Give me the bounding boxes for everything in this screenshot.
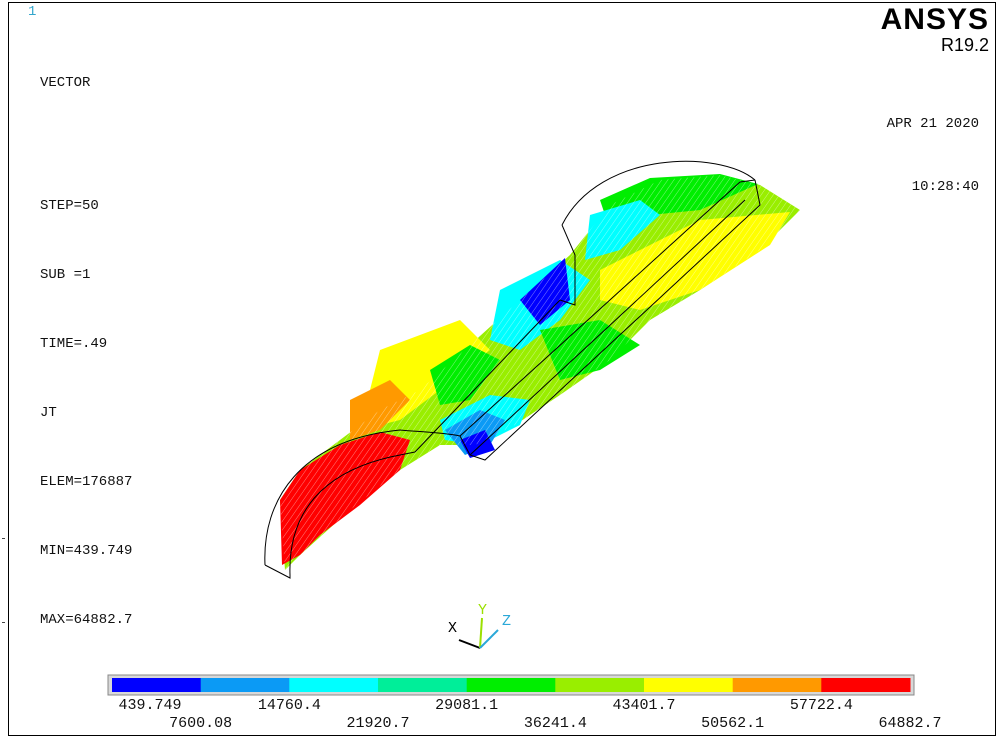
lower-step — [399, 451, 416, 456]
triad-y-label: Y — [478, 602, 487, 619]
date-time-stamp: APR 21 2020 10:28:40 — [887, 72, 979, 219]
inner-long-edge — [469, 199, 746, 456]
legend-swatch — [555, 678, 645, 692]
legend-swatch — [732, 678, 822, 692]
time-of-day-label: 10:28:40 — [911, 179, 979, 195]
triad-z-axis — [479, 629, 499, 649]
date-label: APR 21 2020 — [886, 116, 979, 132]
window-number: 1 — [28, 4, 37, 20]
legend-swatch — [289, 678, 379, 692]
edge-tick — [2, 538, 5, 539]
item-label: JT — [40, 405, 57, 421]
legend-swatch — [200, 678, 290, 692]
legend-swatch — [466, 678, 556, 692]
vector-field — [280, 174, 800, 570]
step-label: STEP=50 — [40, 198, 99, 214]
right-long-edge — [459, 179, 761, 461]
top-long-edge — [459, 179, 756, 437]
element-label: ELEM=176887 — [40, 474, 133, 490]
edge-tick — [2, 622, 5, 623]
triad-x-label: X — [448, 620, 457, 637]
legend-swatch — [644, 678, 734, 692]
legend-swatch — [821, 678, 911, 692]
triad-y-axis — [479, 617, 483, 649]
release-label: R19.2 — [940, 35, 989, 55]
min-label: MIN=439.749 — [40, 543, 133, 559]
inner-arc-lower — [289, 454, 401, 576]
max-label: MAX=64882.7 — [40, 612, 133, 628]
plot-type-label: VECTOR — [40, 75, 91, 91]
left-long-edge — [414, 299, 561, 453]
legend-swatch — [378, 678, 468, 692]
ansys-brand: ANSYS R19.2 — [880, 3, 989, 56]
ansys-logo: ANSYS — [880, 3, 989, 36]
color-legend-bar — [107, 674, 915, 696]
field-hatching — [280, 175, 800, 570]
model-wireframe — [264, 160, 761, 579]
time-label: TIME=.49 — [40, 336, 108, 352]
outer-arc-upper — [561, 160, 756, 226]
triad-z-label: Z — [502, 613, 511, 630]
end-face-lower — [264, 564, 291, 579]
outer-arc-lower — [264, 429, 461, 566]
axis-triad: X Y Z — [448, 602, 511, 649]
plot-info-block: VECTOR STEP=50 SUB =1 TIME=.49 JT ELEM=1… — [40, 26, 132, 655]
upper-step — [559, 224, 576, 306]
triad-x-axis — [458, 639, 481, 649]
substep-label: SUB =1 — [40, 267, 91, 283]
legend-swatch — [112, 678, 202, 692]
